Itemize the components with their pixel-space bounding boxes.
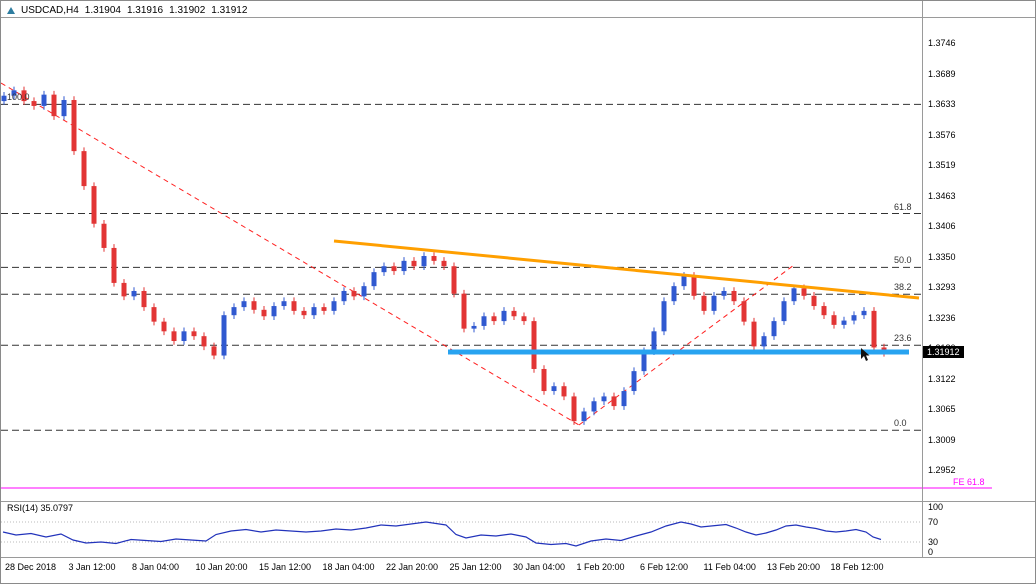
- fib-level-label: 38.2: [894, 282, 912, 293]
- rsi-scale-label: 70: [928, 517, 939, 527]
- time-axis-label: 22 Jan 20:00: [386, 562, 439, 572]
- descending-trendline: [1, 82, 580, 426]
- rsi-scale-label: 30: [928, 537, 939, 547]
- candlestick-series: [1, 86, 887, 425]
- time-axis-label: 18 Jan 04:00: [322, 562, 375, 572]
- current-price-label: 1.31912: [923, 346, 964, 358]
- fib-level-label: 0.0: [894, 418, 907, 429]
- quote-open: 1.31904: [84, 5, 121, 16]
- time-axis[interactable]: 28 Dec 2018 3 Jan 12:00 8 Jan 04:00 10 Jan …: [1, 558, 1035, 583]
- price-axis-label: 1.3519: [928, 160, 956, 170]
- price-axis-label: 1.3406: [928, 221, 956, 231]
- fib-level-label: 100.0: [7, 92, 30, 103]
- price-axis[interactable]: 1.3746 1.3689 1.3633 1.3576 1.3519 1.3463 1.34…: [923, 1, 1035, 557]
- chart-header: USDCAD,H4 1.31904 1.31916 1.31902 1.3191…: [7, 5, 247, 16]
- price-axis-label: 1.3122: [928, 373, 956, 384]
- price-axis-label: 1.3633: [928, 99, 956, 109]
- time-axis-label: 15 Jan 12:00: [259, 562, 312, 572]
- price-axis-label: 1.3463: [928, 190, 956, 201]
- price-axis-label: 1.3350: [928, 251, 956, 262]
- time-axis-label: 8 Jan 04:00: [132, 562, 180, 572]
- rsi-indicator-label: RSI(14) 35.0797: [7, 503, 74, 513]
- time-axis-label: 3 Jan 12:00: [68, 562, 116, 572]
- rsi-panel-separator[interactable]: [1, 501, 1035, 502]
- quote-close: 1.31912: [211, 5, 248, 16]
- time-axis-label: 11 Feb 04:00: [703, 562, 756, 572]
- symbol-period: USDCAD,H4: [21, 5, 79, 16]
- price-axis-label: 1.2952: [928, 465, 956, 475]
- price-axis-label: 1.3065: [928, 404, 956, 414]
- quote-high: 1.31916: [126, 5, 164, 16]
- header-separator: [1, 17, 1035, 18]
- fib-expansion-label: FE 61.8: [953, 477, 985, 487]
- time-axis-separator: [1, 557, 1035, 558]
- rsi-scale-label: 0: [928, 547, 934, 557]
- price-axis-label: 1.3293: [928, 282, 956, 292]
- quote-low: 1.31902: [169, 5, 206, 16]
- price-axis-label: 1.3746: [928, 38, 956, 48]
- time-axis-label: 28 Dec 2018: [5, 562, 57, 572]
- symbol-triangle-icon: [7, 7, 15, 14]
- time-axis-label: 30 Jan 04:00: [513, 562, 566, 572]
- price-axis-separator: [922, 1, 923, 557]
- time-axis-label: 25 Jan 12:00: [449, 562, 502, 572]
- fib-level-label: 23.6: [894, 333, 912, 344]
- price-axis-label: 1.3576: [928, 129, 956, 140]
- time-axis-label: 18 Feb 12:00: [830, 562, 884, 572]
- price-axis-label: 1.3236: [928, 312, 956, 323]
- mouse-cursor-icon: [861, 348, 870, 361]
- price-axis-label: 1.3009: [928, 434, 956, 445]
- rsi-line: [2, 521, 882, 547]
- time-axis-label: 1 Feb 20:00: [576, 562, 625, 572]
- time-axis-label: 6 Feb 12:00: [640, 562, 689, 572]
- price-axis-label: 1.3689: [928, 68, 956, 79]
- fib-level-label: 50.0: [894, 255, 912, 266]
- fib-level-label: 61.8: [894, 201, 912, 212]
- orange-trendline: [333, 239, 920, 300]
- time-axis-label: 10 Jan 20:00: [195, 562, 248, 572]
- time-axis-label: 13 Feb 20:00: [767, 562, 821, 572]
- rsi-scale-label: 100: [928, 502, 944, 512]
